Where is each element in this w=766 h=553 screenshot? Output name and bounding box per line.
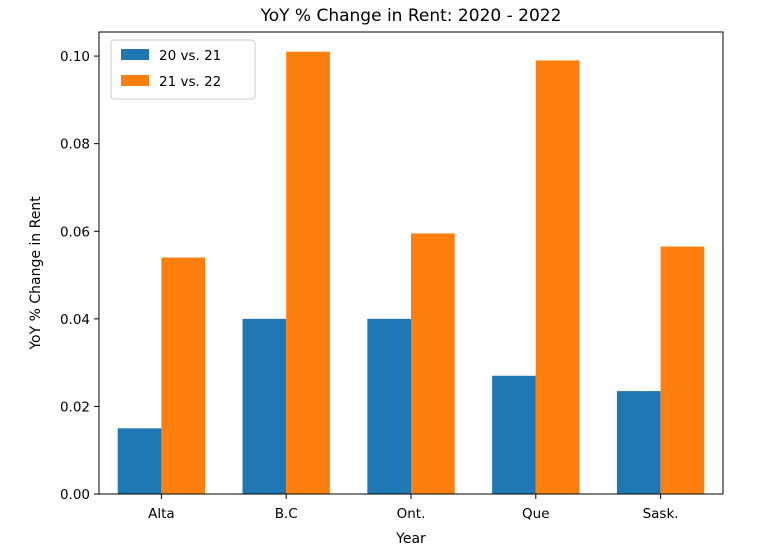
plot-frame	[98, 31, 724, 495]
bar-series2	[660, 246, 705, 494]
legend-swatch	[121, 49, 149, 60]
y-tick-label: 0.00	[60, 487, 90, 503]
x-axis-label: Year	[395, 531, 426, 547]
bar-series1	[616, 391, 661, 494]
bar-series2	[286, 51, 330, 494]
x-tick-label: Sask.	[643, 506, 679, 522]
plot-area: 0.00 0.02 0.04 0.06 0.08 0.10 Alta B.C Ont. Que Sa…	[60, 49, 705, 522]
y-tick-label: 0.08	[60, 137, 90, 153]
y-tick-label: 0.10	[60, 49, 90, 65]
legend-label: 20 vs. 21	[159, 48, 221, 64]
y-axis-label: YoY % Change in Rent	[28, 196, 44, 351]
x-tick-label: B.C	[275, 506, 298, 522]
bar-series1	[242, 318, 287, 494]
legend: 20 vs. 21 21 vs. 22	[110, 39, 256, 100]
x-tick-label: Ont.	[397, 506, 426, 522]
bar-series2	[411, 233, 455, 494]
bar-series1	[117, 428, 162, 494]
x-tick-label: Que	[522, 506, 550, 522]
chart-title: YoY % Change in Rent: 2020 - 2022	[260, 6, 562, 26]
legend-swatch	[121, 75, 149, 86]
bar-series2	[161, 257, 206, 494]
y-tick-label: 0.06	[60, 224, 90, 240]
legend-label: 21 vs. 22	[159, 74, 221, 90]
bar-series1	[492, 375, 536, 494]
x-tick-label: Alta	[148, 506, 175, 522]
bar-series2	[535, 60, 580, 495]
y-tick-label: 0.02	[60, 399, 90, 415]
y-tick-label: 0.04	[60, 312, 90, 328]
bar-series1	[367, 318, 411, 494]
